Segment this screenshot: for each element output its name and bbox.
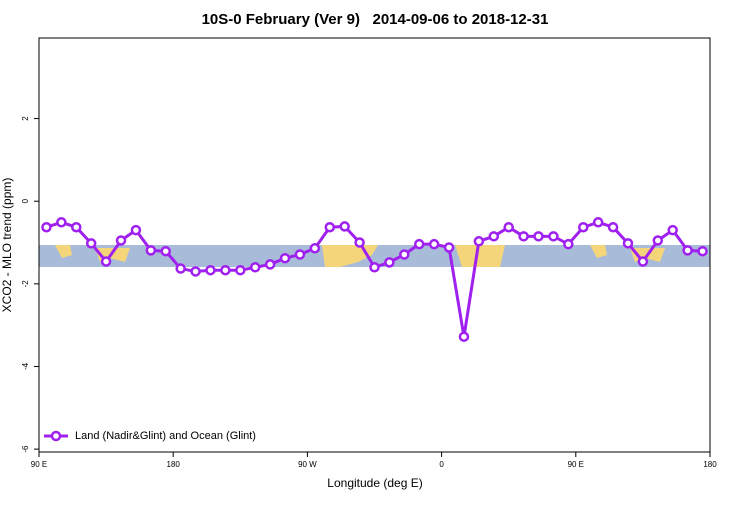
data-point: [264, 259, 276, 270]
data-point: [145, 245, 157, 256]
data-point: [85, 238, 97, 249]
map-strip: [39, 245, 710, 267]
legend-label: Land (Nadir&Glint) and Ocean (Glint): [75, 430, 256, 442]
data-point: [697, 245, 708, 257]
x-tick-label: 180: [167, 460, 181, 469]
data-point: [100, 256, 112, 267]
data-point: [205, 264, 216, 276]
y-axis-label: XCO2 - MLO trend (ppm): [0, 178, 14, 313]
legend-marker: [50, 430, 62, 442]
data-point: [503, 221, 514, 233]
data-point: [592, 217, 604, 228]
ocean-band: [39, 245, 710, 267]
data-point: [399, 249, 410, 260]
data-point: [563, 238, 574, 250]
x-tick-label: 0: [439, 460, 444, 469]
data-point: [175, 263, 186, 274]
y-tick-label: -6: [21, 445, 30, 453]
data-point: [130, 224, 142, 236]
data-point: [518, 231, 529, 242]
y-tick-label: -4: [21, 362, 30, 370]
data-point: [190, 266, 201, 277]
x-tick-label: 90 E: [31, 460, 47, 469]
x-tick-label: 90 W: [298, 460, 317, 469]
y-tick-label: 0: [21, 198, 30, 203]
data-point: [71, 221, 82, 233]
data-point: [309, 243, 321, 254]
data-point: [443, 242, 455, 253]
y-tick-label: -2: [21, 280, 30, 288]
data-point: [413, 238, 425, 250]
data-point: [578, 221, 589, 233]
data-point: [473, 236, 485, 247]
chart-title: 10S-0 February (Ver 9) 2014-09-06 to 201…: [202, 11, 549, 28]
data-point: [488, 231, 500, 242]
series-line: [45, 220, 703, 337]
data-point: [682, 245, 693, 256]
land: [455, 245, 505, 267]
data-point: [249, 262, 261, 273]
data-point: [637, 256, 649, 267]
data-point: [235, 264, 246, 276]
x-tick-label: 90 E: [568, 460, 584, 469]
plot-frame: [38, 37, 711, 453]
data-point: [548, 231, 559, 242]
data-point: [652, 235, 664, 246]
data-point: [384, 257, 395, 268]
data-point: [354, 237, 365, 248]
data-point: [115, 235, 127, 246]
data-point: [279, 252, 291, 264]
data-point: [220, 264, 231, 276]
x-axis-label: Longitude (deg E): [327, 476, 422, 490]
data-point: [533, 231, 544, 242]
data-point: [41, 221, 52, 233]
data-point: [607, 221, 619, 233]
data-point: [294, 249, 306, 260]
data-point: [56, 217, 67, 228]
data-point: [324, 221, 336, 233]
data-point: [622, 238, 634, 249]
data-point: [369, 262, 380, 273]
data-point: [458, 331, 470, 342]
y-tick-label: 2: [21, 116, 30, 121]
x-tick-label: 180: [703, 460, 717, 469]
land: [55, 245, 130, 262]
data-point: [160, 245, 171, 257]
data-point: [428, 238, 440, 250]
data-point: [667, 224, 678, 236]
data-point: [339, 221, 350, 232]
